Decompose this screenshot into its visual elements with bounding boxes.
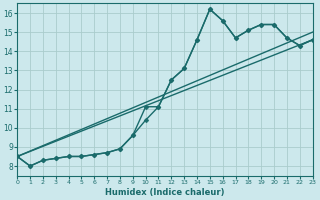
X-axis label: Humidex (Indice chaleur): Humidex (Indice chaleur) bbox=[105, 188, 225, 197]
